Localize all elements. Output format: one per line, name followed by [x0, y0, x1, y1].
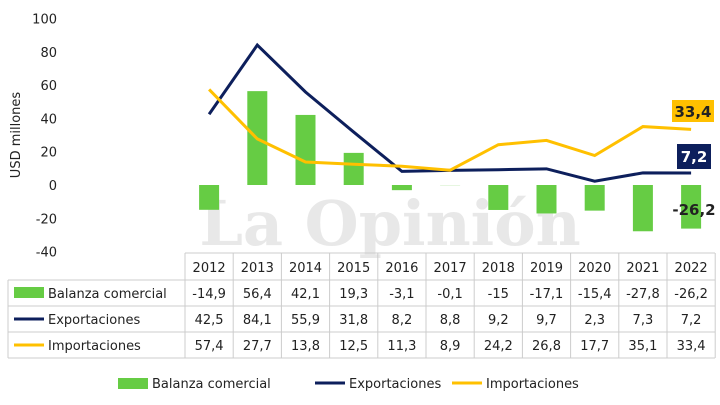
bar-balanza: [584, 185, 605, 211]
line-exportaciones: [207, 42, 692, 183]
bar-balanza: [295, 114, 316, 185]
annotation-importaciones: 33,4: [674, 103, 711, 121]
x-tick-label: 2016: [385, 261, 418, 276]
bar-balanza: [391, 185, 412, 191]
table-row-label: Exportaciones: [48, 313, 140, 328]
x-tick-label: 2019: [530, 261, 563, 276]
table-cell: 26,8: [532, 339, 561, 354]
table-cell: 57,4: [195, 339, 224, 354]
bar-balanza: [536, 185, 557, 214]
bar-balanza: [199, 185, 220, 210]
bar-balanza: [488, 185, 509, 210]
line-importaciones: [208, 88, 692, 172]
table-cell: -15,4: [578, 287, 612, 302]
table-cell: -27,8: [626, 287, 660, 302]
table-cell: 8,8: [440, 313, 461, 328]
table-cell: 33,4: [677, 339, 706, 354]
x-tick-label: 2014: [289, 261, 322, 276]
table-cell: 35,1: [628, 339, 657, 354]
x-tick-label: 2021: [626, 261, 659, 276]
table-row-label: Balanza comercial: [48, 287, 167, 302]
bar-balanza: [681, 185, 702, 229]
table-cell: -0,1: [437, 287, 462, 302]
table-cell: 55,9: [291, 313, 320, 328]
legend-label: Balanza comercial: [152, 377, 271, 392]
x-tick-label: 2013: [241, 261, 274, 276]
table-cell: 8,9: [440, 339, 461, 354]
x-tick-label: 2012: [193, 261, 226, 276]
x-tick-label: 2015: [337, 261, 370, 276]
table-cell: 19,3: [339, 287, 368, 302]
table-cell: 7,2: [681, 313, 702, 328]
table-cell: 2,3: [584, 313, 605, 328]
legend-key: [14, 287, 44, 298]
bar-balanza: [632, 185, 653, 232]
table-cell: -3,1: [389, 287, 414, 302]
table-cell: 11,3: [387, 339, 416, 354]
annotation-exportaciones: 7,2: [681, 148, 708, 166]
table-cell: -26,2: [674, 287, 708, 302]
x-tick-label: 2018: [482, 261, 515, 276]
bar-balanza: [343, 152, 364, 185]
table-cell: 56,4: [243, 287, 272, 302]
y-tick-label: 80: [40, 46, 57, 61]
legend-key: [118, 378, 148, 389]
y-tick-label: -40: [36, 246, 57, 261]
y-axis-label: USD millones: [9, 92, 24, 179]
table-cell: 9,2: [488, 313, 509, 328]
legend-label: Exportaciones: [349, 377, 441, 392]
table-cell: 42,5: [195, 313, 224, 328]
y-tick-label: 0: [49, 179, 57, 194]
annotation-balanza: -26,2: [672, 201, 715, 219]
y-tick-label: 20: [40, 146, 57, 161]
table-cell: 27,7: [243, 339, 272, 354]
x-tick-label: 2017: [434, 261, 467, 276]
table-cell: 13,8: [291, 339, 320, 354]
table-cell: 24,2: [484, 339, 513, 354]
y-tick-label: 40: [40, 112, 57, 127]
y-tick-label: 100: [32, 13, 57, 28]
table-cell: 42,1: [291, 287, 320, 302]
annotation-box: [677, 144, 711, 169]
table-cell: 17,7: [580, 339, 609, 354]
table-row-label: Importaciones: [48, 339, 141, 354]
table-cell: -17,1: [530, 287, 564, 302]
table-cell: -15: [488, 287, 509, 302]
table-cell: 7,3: [633, 313, 654, 328]
legend-label: Importaciones: [486, 377, 579, 392]
table-cell: 12,5: [339, 339, 368, 354]
table-cell: 84,1: [243, 313, 272, 328]
x-tick-label: 2020: [578, 261, 611, 276]
y-tick-label: -20: [36, 212, 57, 227]
table-cell: 9,7: [536, 313, 557, 328]
table-cell: -14,9: [192, 287, 226, 302]
watermark: La Opinión: [199, 187, 580, 260]
x-tick-label: 2022: [675, 261, 708, 276]
annotation-box: [672, 100, 714, 122]
table-cell: 31,8: [339, 313, 368, 328]
table-cell: 8,2: [392, 313, 413, 328]
y-tick-label: 60: [40, 79, 57, 94]
